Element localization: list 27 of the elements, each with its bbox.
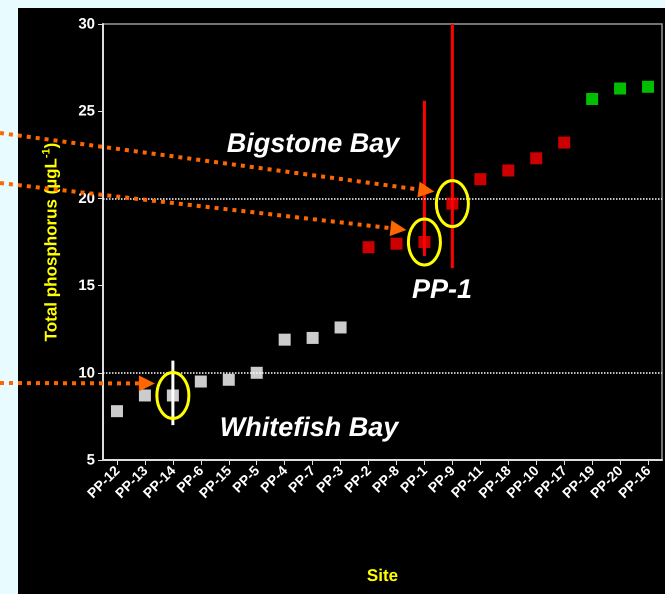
y-tick-label: 25: [78, 102, 95, 120]
point: [530, 152, 542, 164]
point: [558, 136, 570, 149]
annotation: Whitefish Bay: [220, 412, 400, 442]
point: [250, 366, 263, 379]
point: [586, 92, 598, 105]
point: [194, 376, 207, 388]
point: [138, 389, 151, 402]
point: [614, 82, 626, 95]
annotation: PP-1: [412, 274, 472, 304]
point: [474, 173, 486, 186]
point: [222, 374, 235, 386]
point: [362, 241, 375, 254]
y-axis-title: Total phosphorus (µgL-1): [40, 142, 60, 342]
y-tick-label: 5: [86, 452, 95, 468]
point: [390, 238, 402, 250]
point: [110, 405, 123, 418]
y-tick-label: 15: [78, 277, 95, 294]
point: [306, 332, 319, 344]
point: [642, 80, 654, 93]
point: [334, 321, 347, 334]
y-tick-label: 10: [78, 364, 95, 382]
point: [502, 164, 514, 176]
point: [278, 334, 291, 346]
y-tick-label: 30: [78, 16, 95, 32]
annotation: Bigstone Bay: [226, 128, 402, 158]
x-axis-title: Site: [366, 566, 398, 585]
